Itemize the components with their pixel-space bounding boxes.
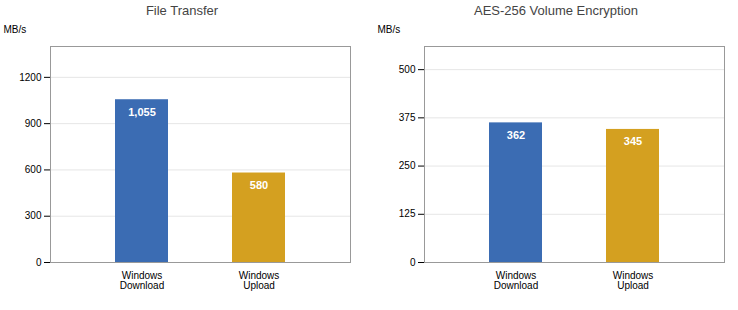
html-text:File Transfer: File Transfer: [145, 3, 219, 18]
svg-text:MB/s: MB/s: [378, 24, 401, 35]
svg-text:580: 580: [250, 179, 268, 191]
svg-text:0: 0: [410, 257, 416, 268]
svg-text:300: 300: [25, 210, 42, 221]
svg-text:500: 500: [399, 64, 416, 75]
svg-text:375: 375: [399, 112, 416, 123]
svg-text:0: 0: [36, 257, 42, 268]
svg-text:250: 250: [399, 160, 416, 171]
svg-text:125: 125: [399, 208, 416, 219]
svg-text:WindowsDownload: WindowsDownload: [494, 270, 538, 291]
svg-text:MB/s: MB/s: [4, 24, 27, 35]
svg-text:900: 900: [25, 118, 42, 129]
svg-text:600: 600: [25, 164, 42, 175]
svg-text:345: 345: [624, 135, 642, 147]
svg-text:WindowsUpload: WindowsUpload: [613, 270, 654, 291]
svg-text:WindowsDownload: WindowsDownload: [120, 270, 164, 291]
svg-text:1200: 1200: [19, 72, 42, 83]
svg-text:362: 362: [507, 129, 525, 141]
svg-text:1,055: 1,055: [128, 106, 156, 118]
html-text:AES-256 Volume Encryption: AES-256 Volume Encryption: [474, 3, 638, 18]
svg-text:WindowsUpload: WindowsUpload: [239, 270, 280, 291]
